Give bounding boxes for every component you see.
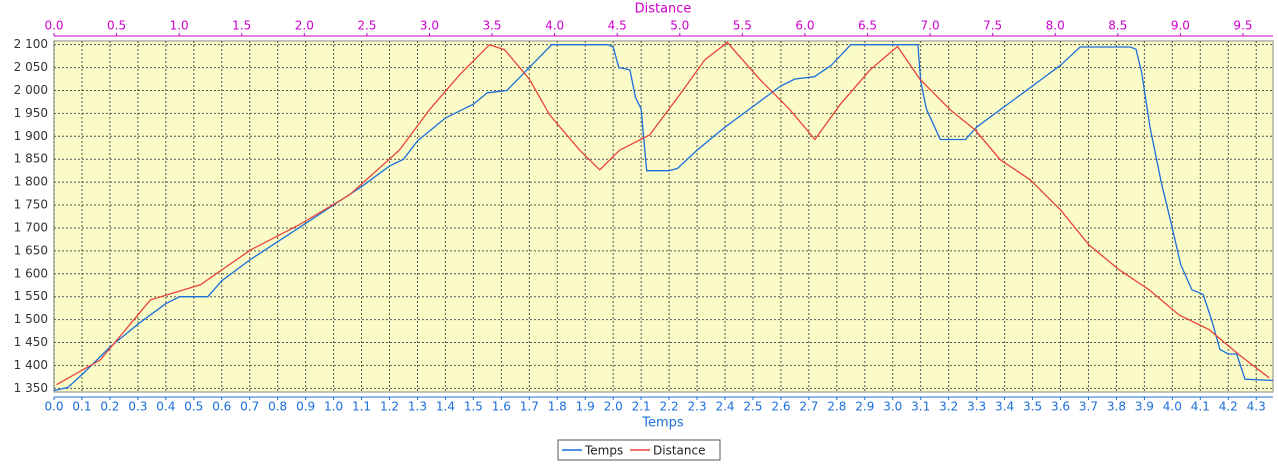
x2-tick-label: 3.5 — [482, 19, 501, 33]
y-tick-label: 1 800 — [14, 175, 48, 189]
y-tick-label: 1 850 — [14, 152, 48, 166]
x-tick-label: 0.6 — [212, 400, 231, 414]
y-tick-label: 2 050 — [14, 60, 48, 74]
x-tick-label: 4.2 — [1219, 400, 1238, 414]
x-tick-label: 1.6 — [492, 400, 511, 414]
x2-tick-label: 6.0 — [795, 19, 814, 33]
x-tick-label: 3.2 — [939, 400, 958, 414]
x2-axis-title: Distance — [635, 2, 692, 17]
y-tick-label: 1 500 — [14, 312, 48, 326]
x-tick-label: 4.0 — [1163, 400, 1182, 414]
y-tick-label: 2 000 — [14, 83, 48, 97]
legend-label: Distance — [653, 444, 705, 458]
x-tick-label: 0.2 — [100, 400, 119, 414]
y-tick-label: 1 400 — [14, 358, 48, 372]
x-tick-label: 0.5 — [184, 400, 203, 414]
x-tick-label: 2.8 — [827, 400, 846, 414]
x2-tick-label: 4.0 — [545, 19, 564, 33]
x2-tick-label: 6.5 — [858, 19, 877, 33]
x-tick-label: 3.5 — [1023, 400, 1042, 414]
x-tick-label: 4.1 — [1191, 400, 1210, 414]
x2-tick-label: 5.5 — [733, 19, 752, 33]
x-tick-label: 3.6 — [1051, 400, 1070, 414]
x-tick-label: 3.9 — [1135, 400, 1154, 414]
x-tick-label: 2.4 — [715, 400, 734, 414]
x-tick-label: 0.7 — [240, 400, 259, 414]
x-tick-label: 1.5 — [464, 400, 483, 414]
y-tick-label: 1 600 — [14, 266, 48, 280]
x2-tick-label: 0.5 — [107, 19, 126, 33]
x-tick-label: 2.2 — [660, 400, 679, 414]
x-tick-label: 1.2 — [380, 400, 399, 414]
y-tick-label: 1 350 — [14, 381, 48, 395]
x-tick-label: 1.8 — [548, 400, 567, 414]
x-tick-label: 3.3 — [967, 400, 986, 414]
x2-tick-label: 7.5 — [983, 19, 1002, 33]
x2-tick-label: 0.0 — [44, 19, 63, 33]
x-tick-label: 1.4 — [436, 400, 455, 414]
x-tick-label: 0.1 — [72, 400, 91, 414]
x-tick-label: 2.0 — [604, 400, 623, 414]
x-tick-label: 3.4 — [995, 400, 1014, 414]
x2-tick-label: 8.0 — [1046, 19, 1065, 33]
data-line — [56, 41, 1270, 386]
x-tick-label: 0.3 — [128, 400, 147, 414]
x-tick-label: 0.9 — [296, 400, 315, 414]
data-line — [53, 44, 1274, 392]
y-tick-label: 1 750 — [14, 198, 48, 212]
x2-tick-label: 9.5 — [1233, 19, 1252, 33]
plot-area — [53, 40, 1274, 393]
x-tick-label: 3.7 — [1079, 400, 1098, 414]
x-tick-label: 2.5 — [743, 400, 762, 414]
x-tick-label: 0.8 — [268, 400, 287, 414]
legend-label: Temps — [584, 444, 623, 458]
y-tick-label: 1 950 — [14, 106, 48, 120]
x-tick-label: 2.7 — [799, 400, 818, 414]
x-tick-label: 3.8 — [1107, 400, 1126, 414]
x2-tick-label: 2.5 — [357, 19, 376, 33]
x2-tick-label: 1.5 — [232, 19, 251, 33]
x-tick-label: 2.9 — [855, 400, 874, 414]
y-tick-label: 1 450 — [14, 335, 48, 349]
y-tick-label: 1 700 — [14, 220, 48, 234]
x2-tick-label: 7.0 — [921, 19, 940, 33]
x-tick-label: 3.0 — [883, 400, 902, 414]
x2-tick-label: 3.0 — [420, 19, 439, 33]
x-tick-label: 2.6 — [771, 400, 790, 414]
x-tick-label: 0.4 — [156, 400, 175, 414]
y-tick-label: 2 100 — [14, 37, 48, 51]
y-tick-label: 1 650 — [14, 243, 48, 257]
x-tick-label: 2.3 — [688, 400, 707, 414]
y-tick-label: 1 550 — [14, 289, 48, 303]
x-tick-label: 1.3 — [408, 400, 427, 414]
x-tick-label: 1.7 — [520, 400, 539, 414]
x2-tick-label: 2.0 — [295, 19, 314, 33]
x-tick-label: 0.0 — [44, 400, 63, 414]
x2-tick-label: 4.5 — [608, 19, 627, 33]
x2-tick-label: 1.0 — [170, 19, 189, 33]
x2-tick-label: 5.0 — [670, 19, 689, 33]
x-tick-label: 3.1 — [911, 400, 930, 414]
x-tick-label: 2.1 — [632, 400, 651, 414]
x-tick-label: 1.1 — [352, 400, 371, 414]
x-tick-label: 4.3 — [1247, 400, 1266, 414]
x-tick-label: 1.0 — [324, 400, 343, 414]
x2-tick-label: 9.0 — [1171, 19, 1190, 33]
x-tick-label: 1.9 — [576, 400, 595, 414]
x-axis-title: Temps — [641, 416, 684, 431]
x2-tick-label: 8.5 — [1108, 19, 1127, 33]
y-tick-label: 1 900 — [14, 129, 48, 143]
